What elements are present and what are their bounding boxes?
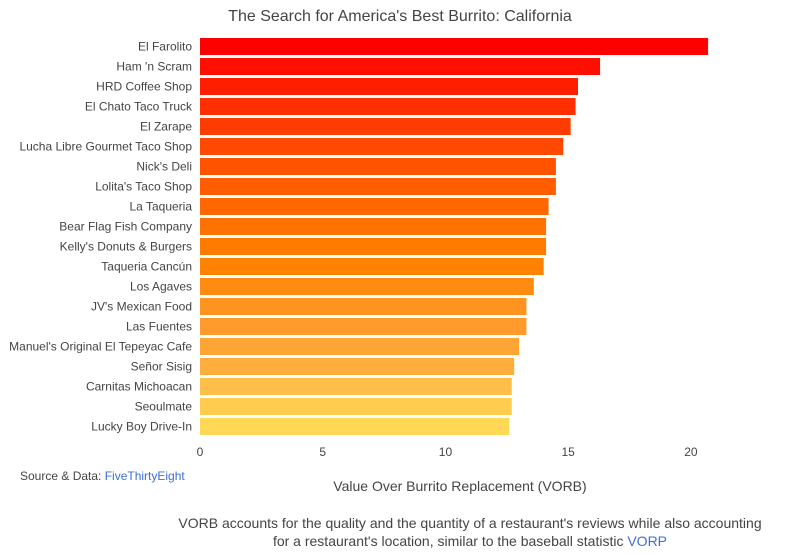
category-label: Manuel's Original El Tepeyac Cafe [9,340,192,354]
bar [200,358,515,375]
chart-title: The Search for America's Best Burrito: C… [228,8,572,25]
source-link[interactable]: FiveThirtyEight [104,469,185,483]
bar [200,398,512,415]
bar [200,38,709,55]
category-label: Kelly's Donuts & Burgers [60,240,192,254]
category-label: Lolita's Taco Shop [95,180,192,194]
note-line-2-text: for a restaurant's location, similar to … [272,533,624,549]
bar [200,378,512,395]
bar [200,298,527,315]
category-label: El Farolito [138,40,192,54]
x-tick-label: 5 [319,445,326,459]
note-line-1: VORB accounts for the quality and the qu… [178,515,762,531]
x-axis-title: Value Over Burrito Replacement (VORB) [333,478,586,494]
x-tick-label: 20 [684,445,698,459]
category-label: HRD Coffee Shop [96,80,192,94]
bar [200,278,534,295]
bar [200,258,544,275]
bar [200,198,549,215]
category-label: Los Agaves [130,280,192,294]
category-label: Ham 'n Scram [116,60,192,74]
x-axis-ticks: 0 5 10 15 20 [197,445,698,459]
category-label: JV's Mexican Food [91,300,192,314]
bar [200,118,571,135]
vorb-note: VORB accounts for the quality and the qu… [120,514,799,550]
bar [200,78,578,95]
bar [200,418,510,435]
category-label: El Chato Taco Truck [85,100,193,114]
bar [200,98,576,115]
category-label: Taqueria Cancún [101,260,192,274]
category-label: Las Fuentes [126,320,192,334]
note-line-2: for a restaurant's location, similar to … [120,532,799,550]
bars-group [200,38,709,435]
bar [200,58,601,75]
x-tick-label: 15 [562,445,576,459]
category-label: Bear Flag Fish Company [59,220,192,234]
bar [200,238,547,255]
bar [200,178,556,195]
vorp-link[interactable]: VORP [627,533,668,549]
category-label: Lucha Libre Gourmet Taco Shop [19,140,192,154]
category-label: El Zarape [140,120,192,134]
source-prefix: Source & Data: [20,469,102,483]
bar [200,338,520,355]
category-label: Señor Sisig [131,360,192,374]
category-labels: El Farolito Ham 'n Scram HRD Coffee Shop El… [9,40,193,434]
bar [200,318,527,335]
category-label: Lucky Boy Drive-In [91,420,192,434]
bar [200,218,547,235]
source-note: Source & Data: FiveThirtyEight [20,469,185,483]
category-label: Nick's Deli [136,160,192,174]
x-tick-label: 0 [197,445,204,459]
x-tick-label: 10 [439,445,453,459]
bar [200,158,556,175]
category-label: Seoulmate [135,400,193,414]
bar [200,138,564,155]
category-label: Carnitas Michoacan [86,380,192,394]
category-label: La Taqueria [130,200,193,214]
